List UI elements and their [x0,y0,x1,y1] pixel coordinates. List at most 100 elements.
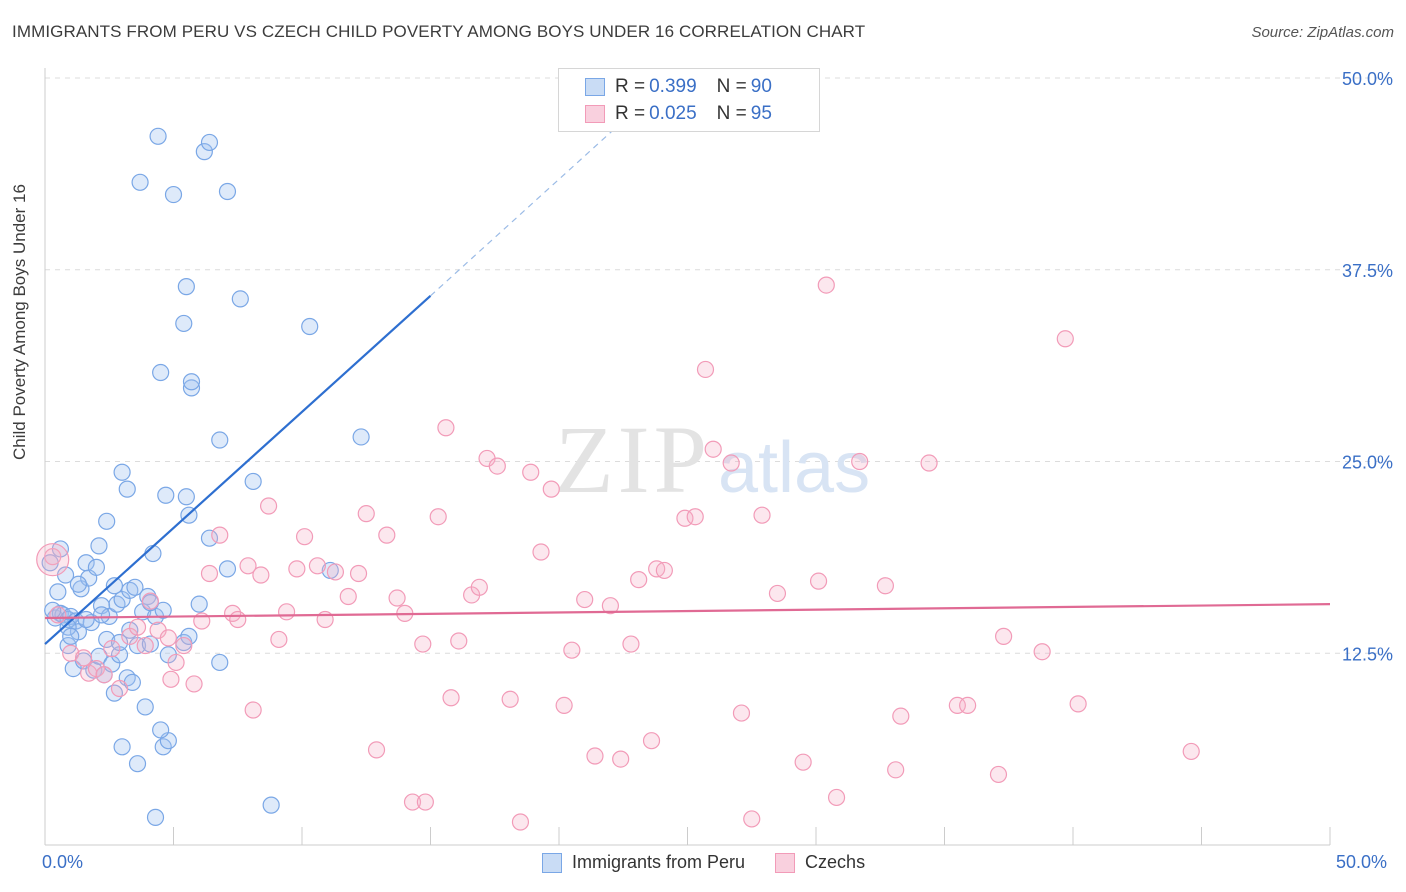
czechs-point [851,452,869,471]
czechs-point [403,793,422,811]
czechs-point [414,635,432,653]
czechs-point [630,571,648,589]
czechs-point [696,360,715,379]
czechs-point [429,508,447,526]
peru-point [121,581,139,599]
series-peru-points [41,127,370,826]
czechs-point [128,618,147,636]
peru-point [113,463,131,481]
peru-point [262,796,280,814]
legend-r-value: 0.399 [649,76,697,97]
peru-point [200,529,219,547]
czechs-point [326,563,345,581]
czechs-point [367,741,386,759]
czechs-point [74,649,93,667]
czechs-point [794,753,812,771]
y-tick-label: 12.5% [1342,644,1393,664]
czechs-point [1056,330,1074,348]
peru-point [352,428,370,446]
czechs-point [488,457,506,475]
czechs-point [308,557,327,575]
peru-point [218,560,237,578]
legend-n-label: N = [716,76,747,97]
czechs-point [722,454,740,472]
peru-point [146,808,165,826]
czechs-point [450,632,468,650]
y-axis-label: Child Poverty Among Boys Under 16 [10,184,29,460]
legend-n-value: 90 [750,76,772,97]
x-tick-right: 50.0% [1336,852,1388,872]
peru-point [157,486,175,504]
peru-point [108,595,126,613]
watermark-atlas: atlas [718,428,870,508]
czechs-point [601,597,620,615]
czechs-point [887,761,905,779]
czechs-point [44,548,62,566]
bottom-legend-peru: Immigrants from Peru [542,852,745,873]
peru-point [244,472,262,491]
czechs-point [501,690,519,708]
czechs-point [167,653,185,672]
czechs-point [416,793,434,811]
czechs-point [162,670,180,688]
peru-point [177,488,195,506]
bottom-legend-swatch-peru [542,852,562,873]
legend-n-value: 95 [750,103,772,124]
czechs-point [103,640,121,658]
chart-title: IMMIGRANTS FROM PERU VS CZECH CHILD POVE… [12,22,866,41]
czechs-point [175,636,193,655]
czechs-point [732,704,751,722]
peru-point [126,578,144,596]
czechs-point [277,603,296,621]
czechs-point [686,508,704,526]
peru-point [154,601,172,619]
czechs-point [110,679,129,698]
legend-r-value: 0.025 [649,103,697,124]
czechs-point [295,528,314,546]
peru-point [231,290,249,308]
y-tick-label: 37.5% [1342,261,1393,281]
czechs-point [532,543,550,561]
peru-point [200,133,219,152]
peru-point [87,558,106,576]
czechs-point [1033,643,1051,661]
czechs-point [892,707,910,725]
czechs-point [817,276,835,294]
legend-r-label: R = [615,76,646,97]
czechs-point [185,675,203,693]
legend-r-label: R = [615,103,646,124]
czechs-point [809,572,828,590]
peru-point [118,480,136,498]
peru-point [113,738,131,756]
czechs-point [36,543,70,577]
peru-trend-line [44,295,432,645]
czechs-point [827,788,846,807]
legend-box: R = 0.399 N = 90 R = 0.025 N = 95 [558,68,820,132]
peru-point [301,317,319,336]
czechs-point [136,636,154,655]
czechs-point [252,566,270,584]
x-tick-left: 0.0% [42,852,84,872]
peru-point [218,182,237,201]
czechs-point [442,689,460,707]
czechs-point [989,765,1008,784]
czechs-point [511,813,530,831]
peru-point [128,755,147,773]
czechs-point [229,610,247,629]
y-tick-labels: 12.5% 25.0% 37.5% 50.0% [1342,69,1393,664]
peru-point [152,721,170,739]
czechs-point [244,701,262,719]
peru-point [136,698,154,716]
czechs-point [542,480,560,498]
peru-point [98,630,116,649]
czechs-point [288,560,306,578]
legend-swatch-peru [585,78,605,96]
czechs-point [753,506,771,524]
axes [44,68,1331,846]
peru-point [182,379,201,397]
czechs-point [555,696,573,715]
czechs-point [339,587,357,606]
bottom-legend-czechs: Czechs [775,852,865,873]
czechs-point [211,526,229,544]
